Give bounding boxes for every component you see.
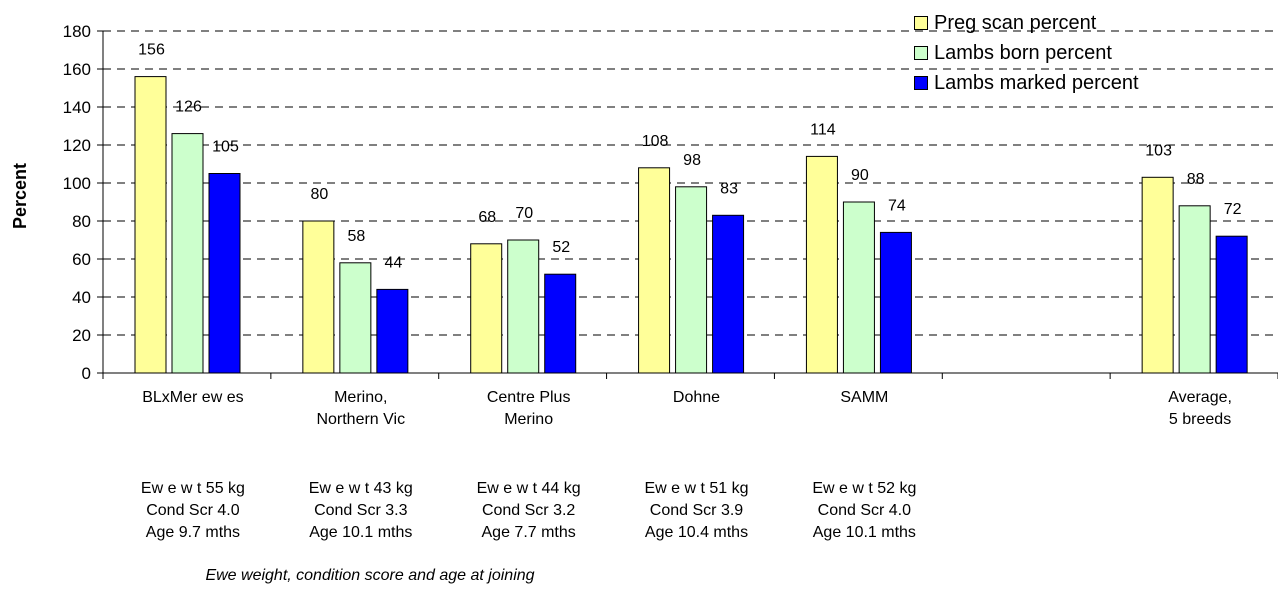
- bar-preg: [805, 155, 838, 374]
- bar-marked: [1215, 235, 1248, 374]
- ewe-details: Ew e w t 52 kg Cond Scr 4.0 Age 10.1 mths: [812, 480, 917, 541]
- bar-born: [339, 262, 372, 374]
- data-label-born: 98: [683, 152, 701, 169]
- legend-item-marked: Lambs marked percent: [914, 68, 1139, 98]
- data-label-marked: 83: [720, 180, 738, 197]
- legend-swatch-preg: [914, 16, 928, 30]
- bar-preg: [1141, 176, 1174, 374]
- legend-item-born: Lambs born percent: [914, 38, 1139, 68]
- data-label-born: 126: [175, 99, 202, 116]
- axes: 0 20 40 60 80 100 120 140 160 180: [63, 22, 1278, 383]
- legend-swatch-marked: [914, 76, 928, 90]
- y-tick-label: 140: [63, 98, 91, 117]
- ewe-details: Ew e w t 55 kg Cond Scr 4.0 Age 9.7 mths: [140, 480, 245, 541]
- y-tick-label: 60: [72, 250, 91, 269]
- legend-item-preg: Preg scan percent: [914, 8, 1139, 38]
- x-tick-label: Average, 5 breeds: [1168, 389, 1232, 428]
- data-label-preg: 156: [138, 42, 165, 59]
- data-label-preg: 114: [810, 121, 836, 138]
- data-label-preg: 108: [642, 133, 669, 150]
- x-tick-label: Merino, Northern Vic: [316, 389, 406, 428]
- ewe-details: Ew e w t 44 kg Cond Scr 3.2 Age 7.7 mths: [476, 480, 581, 541]
- legend-label-preg: Preg scan percent: [934, 11, 1097, 34]
- x-tick-label: SAMM: [840, 389, 889, 406]
- data-label-marked: 105: [212, 139, 239, 156]
- y-tick-label: 20: [72, 326, 91, 345]
- data-label-marked: 72: [1224, 201, 1242, 218]
- y-tick-label: 180: [63, 22, 91, 41]
- legend-label-marked: Lambs marked percent: [934, 71, 1139, 94]
- bar-born: [842, 201, 875, 374]
- bar-preg: [638, 167, 671, 374]
- data-label-born: 88: [1187, 171, 1205, 188]
- data-label-born: 90: [851, 167, 869, 184]
- data-label-marked: 52: [552, 239, 570, 256]
- bar-preg: [470, 243, 503, 374]
- bar-marked: [712, 214, 745, 374]
- x-tick-label: Dohne: [672, 389, 721, 406]
- bar-marked: [879, 231, 912, 374]
- legend: Preg scan percent Lambs born percent Lam…: [914, 8, 1139, 98]
- bar-born: [507, 239, 540, 374]
- footer-note: Ewe weight, condition score and age at j…: [205, 567, 535, 584]
- bar-marked: [376, 288, 409, 374]
- data-label-preg: 68: [478, 209, 496, 226]
- bar-preg: [134, 76, 167, 374]
- bars: 156 80 68 108 114 103 126 58 70 98 90 88 105 44 52 83 74…: [134, 42, 1248, 374]
- y-tick-label: 120: [63, 136, 91, 155]
- y-tick-label: 100: [63, 174, 91, 193]
- bar-marked: [544, 273, 577, 374]
- y-tick-label: 160: [63, 60, 91, 79]
- bar-born: [171, 133, 204, 374]
- bar-marked: [208, 173, 241, 374]
- y-tick-label: 0: [82, 364, 91, 383]
- data-label-born: 70: [515, 205, 533, 222]
- data-label-preg: 103: [1145, 142, 1172, 159]
- bar-born: [675, 186, 708, 374]
- data-label-marked: 44: [384, 254, 402, 271]
- legend-swatch-born: [914, 46, 928, 60]
- y-axis-label: Percent: [10, 163, 30, 229]
- x-tick-label: BLxMer ew es: [142, 389, 244, 406]
- data-label-born: 58: [347, 228, 365, 245]
- bar-born: [1178, 205, 1211, 374]
- ewe-details: Ew e w t 51 kg Cond Scr 3.9 Age 10.4 mths: [644, 480, 749, 541]
- y-tick-label: 40: [72, 288, 91, 307]
- data-label-marked: 74: [888, 197, 906, 214]
- legend-label-born: Lambs born percent: [934, 41, 1112, 64]
- x-tick-label: Centre Plus Merino: [486, 389, 571, 428]
- ewe-details: Ew e w t 43 kg Cond Scr 3.3 Age 10.1 mths: [308, 480, 413, 541]
- bar-preg: [302, 220, 335, 374]
- data-label-preg: 80: [310, 186, 328, 203]
- y-tick-label: 80: [72, 212, 91, 231]
